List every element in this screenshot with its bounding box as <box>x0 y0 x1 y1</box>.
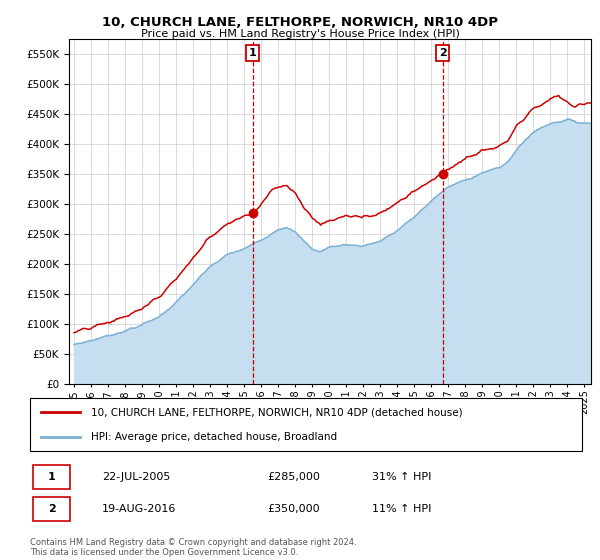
FancyBboxPatch shape <box>33 497 70 521</box>
Text: 31% ↑ HPI: 31% ↑ HPI <box>372 472 431 482</box>
Text: 10, CHURCH LANE, FELTHORPE, NORWICH, NR10 4DP: 10, CHURCH LANE, FELTHORPE, NORWICH, NR1… <box>102 16 498 29</box>
Text: HPI: Average price, detached house, Broadland: HPI: Average price, detached house, Broa… <box>91 432 337 442</box>
FancyBboxPatch shape <box>30 398 582 451</box>
Text: 2: 2 <box>47 504 55 514</box>
Text: £285,000: £285,000 <box>268 472 320 482</box>
Text: 19-AUG-2016: 19-AUG-2016 <box>102 504 176 514</box>
Text: 1: 1 <box>47 472 55 482</box>
Text: 10, CHURCH LANE, FELTHORPE, NORWICH, NR10 4DP (detached house): 10, CHURCH LANE, FELTHORPE, NORWICH, NR1… <box>91 408 463 418</box>
Text: 1: 1 <box>249 48 257 58</box>
Text: Price paid vs. HM Land Registry's House Price Index (HPI): Price paid vs. HM Land Registry's House … <box>140 29 460 39</box>
Text: £350,000: £350,000 <box>268 504 320 514</box>
Text: 22-JUL-2005: 22-JUL-2005 <box>102 472 170 482</box>
FancyBboxPatch shape <box>33 465 70 489</box>
Text: Contains HM Land Registry data © Crown copyright and database right 2024.
This d: Contains HM Land Registry data © Crown c… <box>30 538 356 557</box>
Text: 2: 2 <box>439 48 446 58</box>
Text: 11% ↑ HPI: 11% ↑ HPI <box>372 504 431 514</box>
